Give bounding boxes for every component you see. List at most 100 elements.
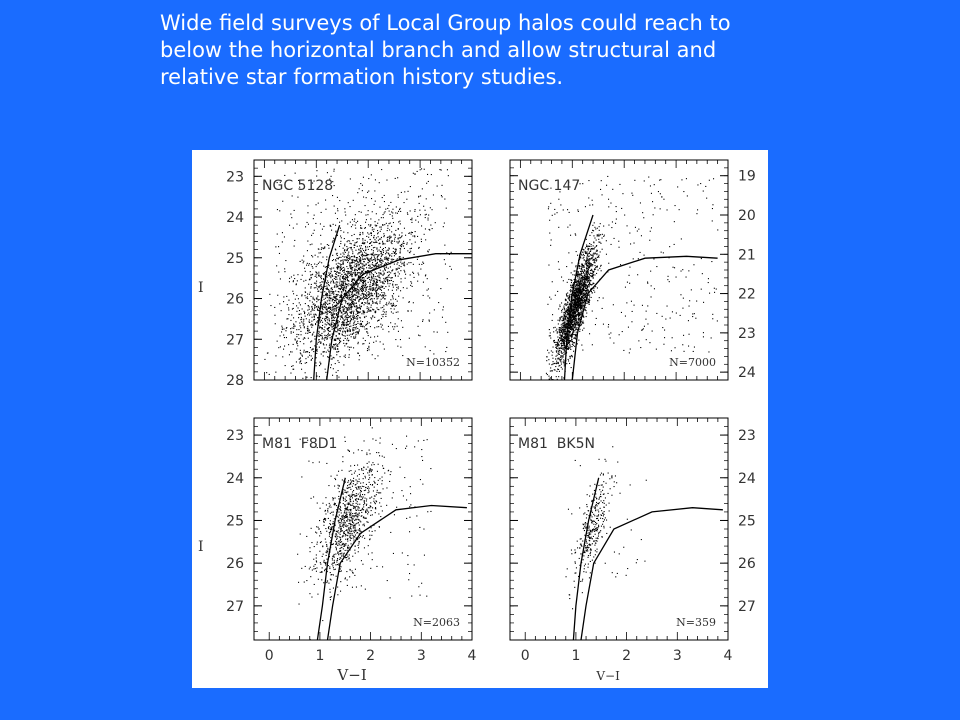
star-point	[320, 243, 322, 245]
star-point	[551, 364, 553, 366]
star-point	[312, 296, 314, 298]
star-point	[315, 282, 317, 284]
star-point	[359, 323, 361, 325]
star-point	[303, 343, 305, 345]
star-point	[278, 252, 280, 254]
star-point	[309, 331, 311, 333]
star-point	[377, 287, 379, 289]
star-point	[590, 296, 592, 298]
star-point	[562, 342, 564, 344]
star-point	[561, 347, 563, 349]
star-point	[563, 331, 565, 333]
star-point	[367, 258, 369, 260]
star-point	[569, 322, 571, 324]
star-point	[337, 370, 339, 372]
star-point	[552, 346, 554, 348]
star-point	[340, 275, 342, 277]
star-point	[358, 263, 360, 265]
star-point	[585, 276, 587, 278]
star-point	[349, 346, 351, 348]
star-point	[564, 315, 566, 317]
star-point	[334, 285, 336, 287]
star-point	[379, 279, 381, 281]
star-point	[355, 335, 357, 337]
star-point	[365, 263, 367, 265]
star-point	[413, 253, 415, 255]
star-point	[350, 273, 352, 275]
star-point	[345, 302, 347, 304]
star-point	[316, 271, 318, 273]
star-point	[270, 305, 272, 307]
star-point	[331, 317, 333, 319]
star-point	[376, 293, 378, 295]
star-point	[311, 307, 313, 309]
star-point	[411, 232, 413, 234]
star-point	[299, 361, 301, 363]
star-point	[376, 259, 378, 261]
star-point	[365, 296, 367, 298]
star-point	[587, 268, 589, 270]
star-point	[574, 317, 576, 319]
star-point	[424, 228, 426, 230]
star-point	[323, 304, 325, 306]
star-point	[593, 269, 595, 271]
star-point	[376, 307, 378, 309]
star-point	[351, 287, 353, 289]
y-tick-label: 23	[226, 169, 244, 185]
star-point	[336, 314, 338, 316]
star-point	[347, 346, 349, 348]
star-point	[557, 319, 559, 321]
star-point	[383, 201, 385, 203]
star-point	[566, 343, 568, 345]
star-point	[378, 286, 380, 288]
star-point	[423, 205, 425, 207]
star-point	[305, 318, 307, 320]
star-point	[560, 355, 562, 357]
star-point	[348, 283, 350, 285]
star-point	[586, 270, 588, 272]
star-point	[330, 277, 332, 279]
star-point	[584, 308, 586, 310]
star-point	[577, 318, 579, 320]
star-point	[350, 273, 352, 275]
star-point	[331, 333, 333, 335]
star-point	[351, 294, 353, 296]
star-point	[355, 326, 357, 328]
star-point	[332, 309, 334, 311]
star-point	[364, 243, 366, 245]
star-point	[333, 344, 335, 346]
star-point	[558, 376, 560, 378]
star-point	[574, 334, 576, 336]
star-point	[345, 283, 347, 285]
star-point	[582, 315, 584, 317]
star-point	[372, 302, 374, 304]
star-point	[338, 256, 340, 258]
star-point	[292, 368, 294, 370]
star-point	[333, 309, 335, 311]
star-point	[561, 309, 563, 311]
star-point	[364, 280, 366, 282]
cmd-figure: 23 24 25 26 27 28 NGC 5128 N=10352 I 19 20 21 22 23 24…	[192, 150, 768, 688]
star-point	[568, 278, 570, 280]
star-point	[336, 271, 338, 273]
star-point	[358, 290, 360, 292]
star-point	[399, 256, 401, 258]
star-point	[335, 281, 337, 283]
star-point	[582, 282, 584, 284]
star-point	[559, 320, 561, 322]
star-point	[391, 253, 393, 255]
star-point	[393, 263, 395, 265]
star-point	[292, 290, 294, 292]
star-point	[568, 347, 570, 349]
star-point	[348, 330, 350, 332]
star-point	[558, 358, 560, 360]
star-point	[370, 309, 372, 311]
star-point	[339, 200, 341, 202]
star-point	[394, 274, 396, 276]
star-point	[364, 251, 366, 253]
star-point	[575, 318, 577, 320]
star-point	[432, 194, 434, 196]
star-point	[358, 296, 360, 298]
star-point	[376, 292, 378, 294]
star-point	[347, 285, 349, 287]
